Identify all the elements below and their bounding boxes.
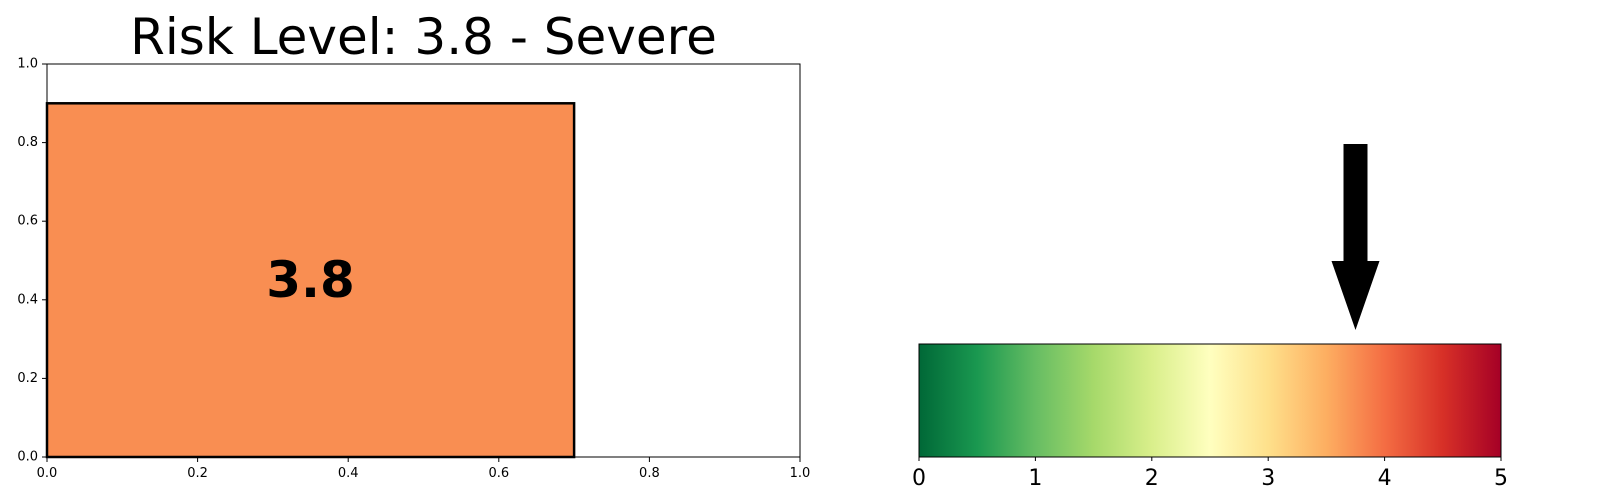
bar-value-label: 3.8: [266, 251, 355, 309]
x-tick-label: 0.0: [37, 466, 58, 481]
y-tick-label: 0.4: [17, 292, 38, 307]
x-tick-label: 1.0: [790, 466, 811, 481]
chart-title: Risk Level: 3.8 - Severe: [130, 8, 717, 66]
bar-axes-frame: [46, 63, 801, 458]
x-tick-label: 0.2: [187, 466, 208, 481]
colorbar-gradient: [918, 343, 1502, 458]
bar-axis-ticks: 0.0 0.2 0.4 0.6 0.8 1.0 0.0 0.2 0.4 0.6 0.8 1.0: [17, 57, 810, 482]
down-arrow-icon: [1331, 144, 1380, 330]
y-tick-label: 0.2: [17, 371, 38, 386]
colorbar-tick-label: 5: [1494, 466, 1508, 491]
colorbar-tick-label: 1: [1028, 466, 1042, 491]
bar-panel: 0.0 0.2 0.4 0.6 0.8 1.0 0.0 0.2 0.4 0.6 0.8 1.0 3.8: [17, 57, 810, 482]
bars: 3.8: [45, 102, 576, 459]
x-tick-label: 0.4: [338, 466, 359, 481]
bar-0: [45, 102, 576, 459]
gauge-panel: 0 1 2 3 4 5: [912, 144, 1508, 491]
y-tick-label: 0.0: [17, 450, 38, 465]
y-tick-label: 0.8: [17, 135, 38, 150]
colorbar-ticks: 0 1 2 3 4 5: [912, 457, 1508, 491]
colorbar-tick-label: 2: [1145, 466, 1159, 491]
colorbar-tick-label: 0: [912, 466, 926, 491]
x-tick-label: 0.6: [488, 466, 509, 481]
y-tick-label: 1.0: [17, 57, 38, 72]
colorbar-tick-label: 3: [1261, 466, 1275, 491]
y-tick-label: 0.6: [17, 214, 38, 229]
colorbar-tick-label: 4: [1378, 466, 1392, 491]
x-tick-label: 0.8: [639, 466, 660, 481]
